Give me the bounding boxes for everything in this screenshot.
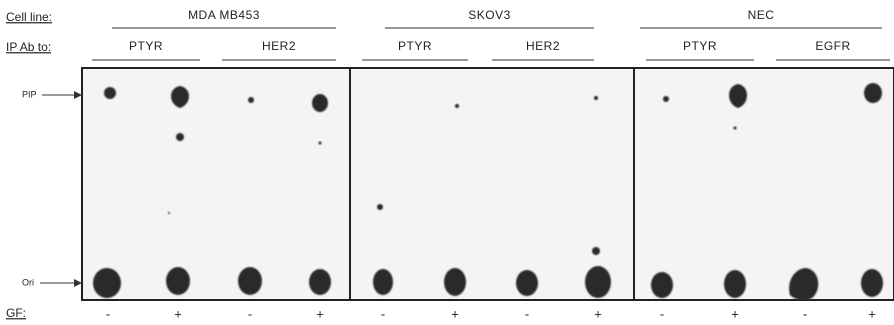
marker-label: Ori [22,277,34,287]
antibody-label: PTYR [129,39,163,53]
row-label: Cell line: [6,10,52,24]
gf-label: + [868,306,876,321]
cell-line-label: MDA MB453 [188,8,260,22]
row-label: GF: [6,306,26,320]
cell-line-label: SKOV3 [468,8,511,22]
figure: Cell line: IP Ab to: GF: PIP Ori [0,0,894,325]
gf-label: - [660,306,664,321]
antibody-label: HER2 [262,39,296,53]
gf-label: + [174,306,182,321]
marker-label: PIP [22,89,37,99]
antibody-label: PTYR [683,39,717,53]
antibody-label: EGFR [815,39,850,53]
arrowhead [74,279,82,287]
gf-label: - [248,306,252,321]
gf-label: - [106,306,110,321]
gf-label: + [451,306,459,321]
antibody-label: PTYR [398,39,432,53]
cell-line-label: NEC [748,8,775,22]
row-label: IP Ab to: [6,40,51,54]
arrowhead [74,91,82,99]
gf-label: - [803,306,807,321]
plate [82,68,894,300]
gf-label: + [731,306,739,321]
gf-label: + [316,306,324,321]
gf-label: + [594,306,602,321]
gf-label: - [381,306,385,321]
antibody-label: HER2 [526,39,560,53]
gf-label: - [525,306,529,321]
